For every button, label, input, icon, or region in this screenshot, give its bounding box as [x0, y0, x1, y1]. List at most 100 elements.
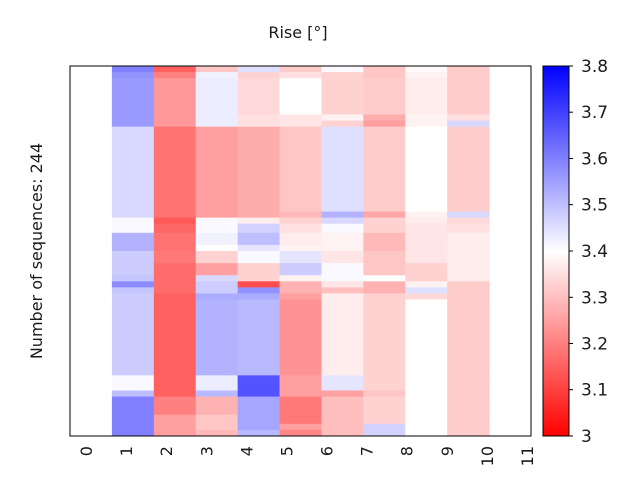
heatmap-cell-r4-c2	[153, 120, 197, 128]
heatmap-cell-r12-c7	[363, 263, 406, 276]
heatmap-cell-r15-c4	[237, 287, 281, 294]
heatmap-cell-r22-c9	[447, 423, 490, 431]
heatmap-cell-r21-c3	[195, 414, 239, 425]
heatmap-cell-r6-c3	[195, 211, 239, 219]
heatmap-cell-r9-c6	[321, 232, 364, 246]
heatmap-cell-r14-c7	[363, 281, 406, 288]
heatmap-cell-r23-c6	[321, 429, 364, 437]
heatmap-cell-r5-c8	[405, 126, 448, 213]
heatmap-cell-r15-c1	[111, 287, 155, 294]
x-tick-label-4: 4	[237, 446, 256, 456]
heatmap-cell-r12-c1	[111, 263, 155, 276]
heatmap-cell-r0-c2	[153, 66, 197, 73]
heatmap-cell-r17-c9	[447, 299, 490, 376]
heatmap-cell-r7-c9	[447, 217, 490, 225]
heatmap-cell-r13-c4	[237, 275, 281, 282]
x-tick-label-10: 10	[478, 446, 497, 466]
heatmap-cell-r4-c1	[111, 120, 155, 128]
heatmap-cell-r7-c7	[363, 217, 406, 225]
heatmap-cell-r21-c4	[237, 414, 281, 425]
heatmap-cell-r20-c2	[153, 396, 197, 416]
heatmap-cell-r9-c8	[405, 232, 448, 246]
heatmap-cell-r0-c4	[237, 66, 281, 73]
heatmap-cell-r20-c5	[279, 396, 322, 416]
heatmap-cell-r21-c2	[153, 414, 197, 425]
heatmap-cell-r17-c1	[111, 299, 155, 376]
heatmap-cell-r16-c9	[447, 293, 490, 301]
heatmap-cell-r0-c5	[279, 66, 322, 73]
heatmap-cell-r8-c7	[363, 223, 406, 234]
colorbar-ticks: 3 3.1 3.2 3.3 3.4 3.5 3.6 3.7 3.8	[569, 57, 608, 447]
heatmap-cell-r23-c8	[405, 429, 448, 437]
heatmap-cell-r8-c8	[405, 223, 448, 234]
heatmap-cell-r6-c4	[237, 211, 281, 219]
heatmap-cell-r15-c2	[153, 287, 197, 294]
heatmap-cell-r4-c4	[237, 120, 281, 128]
heatmap-cell-r23-c1	[111, 429, 155, 437]
heatmap-cell-r15-c7	[363, 287, 406, 294]
heatmap-cell-r18-c9	[447, 375, 490, 391]
heatmap-cell-r17-c7	[363, 299, 406, 376]
heatmap-cell-r20-c9	[447, 396, 490, 416]
heatmap-cell-r11-c9	[447, 251, 490, 264]
heatmap-cell-r0-c9	[447, 66, 490, 73]
colorbar-tick-label-2: 3.2	[581, 335, 608, 355]
heatmap-cell-r5-c2	[153, 126, 197, 213]
x-tick-label-8: 8	[398, 446, 417, 456]
heatmap-cell-r6-c9	[447, 211, 490, 219]
heatmap-cell-r1-c7	[363, 72, 406, 79]
heatmap-cell-r7-c6	[321, 217, 364, 225]
heatmap-cell-r12-c6	[321, 263, 364, 276]
heatmap-cell-r9-c7	[363, 232, 406, 246]
heatmap-cell-r6-c8	[405, 211, 448, 219]
heatmap-cell-r14-c3	[195, 281, 239, 288]
heatmap-cell-r12-c5	[279, 263, 322, 276]
heatmap-cell-r8-c9	[447, 223, 490, 234]
heatmap-cell-r17-c4	[237, 299, 281, 376]
heatmap-cell-r11-c2	[153, 251, 197, 264]
heatmap-cell-r1-c4	[237, 72, 281, 79]
colorbar-tick-label-0: 3	[581, 427, 592, 447]
heatmap-cell-r22-c7	[363, 423, 406, 431]
heatmap-cell-r0-c7	[363, 66, 406, 73]
heatmap-cell-r13-c2	[153, 275, 197, 282]
heatmap-cell-r4-c9	[447, 120, 490, 128]
heatmap-cell-r8-c3	[195, 223, 239, 234]
plot-frame	[69, 65, 532, 437]
chart-title: Rise [°]	[268, 23, 327, 42]
heatmap-cell-r14-c9	[447, 281, 490, 288]
heatmap-cell-r1-c9	[447, 72, 490, 79]
heatmap-cell-r11-c8	[405, 251, 448, 264]
heatmap-cell-r19-c2	[153, 390, 197, 398]
heatmap-cell-r12-c3	[195, 263, 239, 276]
colorbar	[543, 66, 569, 436]
heatmap-cell-r22-c2	[153, 423, 197, 431]
heatmap-cell-r10-c9	[447, 244, 490, 252]
heatmap-cell-r9-c5	[279, 232, 322, 246]
heatmap-cell-r6-c1	[111, 211, 155, 219]
heatmap-cell-r22-c3	[195, 423, 239, 431]
heatmap-cell-r7-c1	[111, 217, 155, 225]
heatmap-cell-r3-c7	[363, 114, 406, 122]
heatmap-cell-r15-c5	[279, 287, 322, 294]
colorbar-tick-label-6: 3.6	[581, 150, 608, 170]
heatmap-cell-r13-c7	[363, 275, 406, 282]
heatmap-cell-r8-c2	[153, 223, 197, 234]
heatmap-cell-r16-c7	[363, 293, 406, 301]
heatmap-cell-r7-c8	[405, 217, 448, 225]
heatmap-cell-r18-c3	[195, 375, 239, 391]
heatmap-cells	[111, 66, 490, 437]
heatmap-cell-r2-c4	[237, 78, 281, 116]
heatmap-cell-r22-c6	[321, 423, 364, 431]
heatmap-cell-r21-c8	[405, 414, 448, 425]
heatmap-cell-r5-c7	[363, 126, 406, 213]
heatmap-cell-r14-c2	[153, 281, 197, 288]
heatmap-cell-r11-c3	[195, 251, 239, 264]
heatmap-cell-r7-c5	[279, 217, 322, 225]
heatmap-cell-r17-c8	[405, 299, 448, 376]
heatmap-cell-r13-c3	[195, 275, 239, 282]
heatmap-cell-r3-c6	[321, 114, 364, 122]
heatmap-cell-r1-c5	[279, 72, 322, 79]
heatmap-cell-r16-c4	[237, 293, 281, 301]
